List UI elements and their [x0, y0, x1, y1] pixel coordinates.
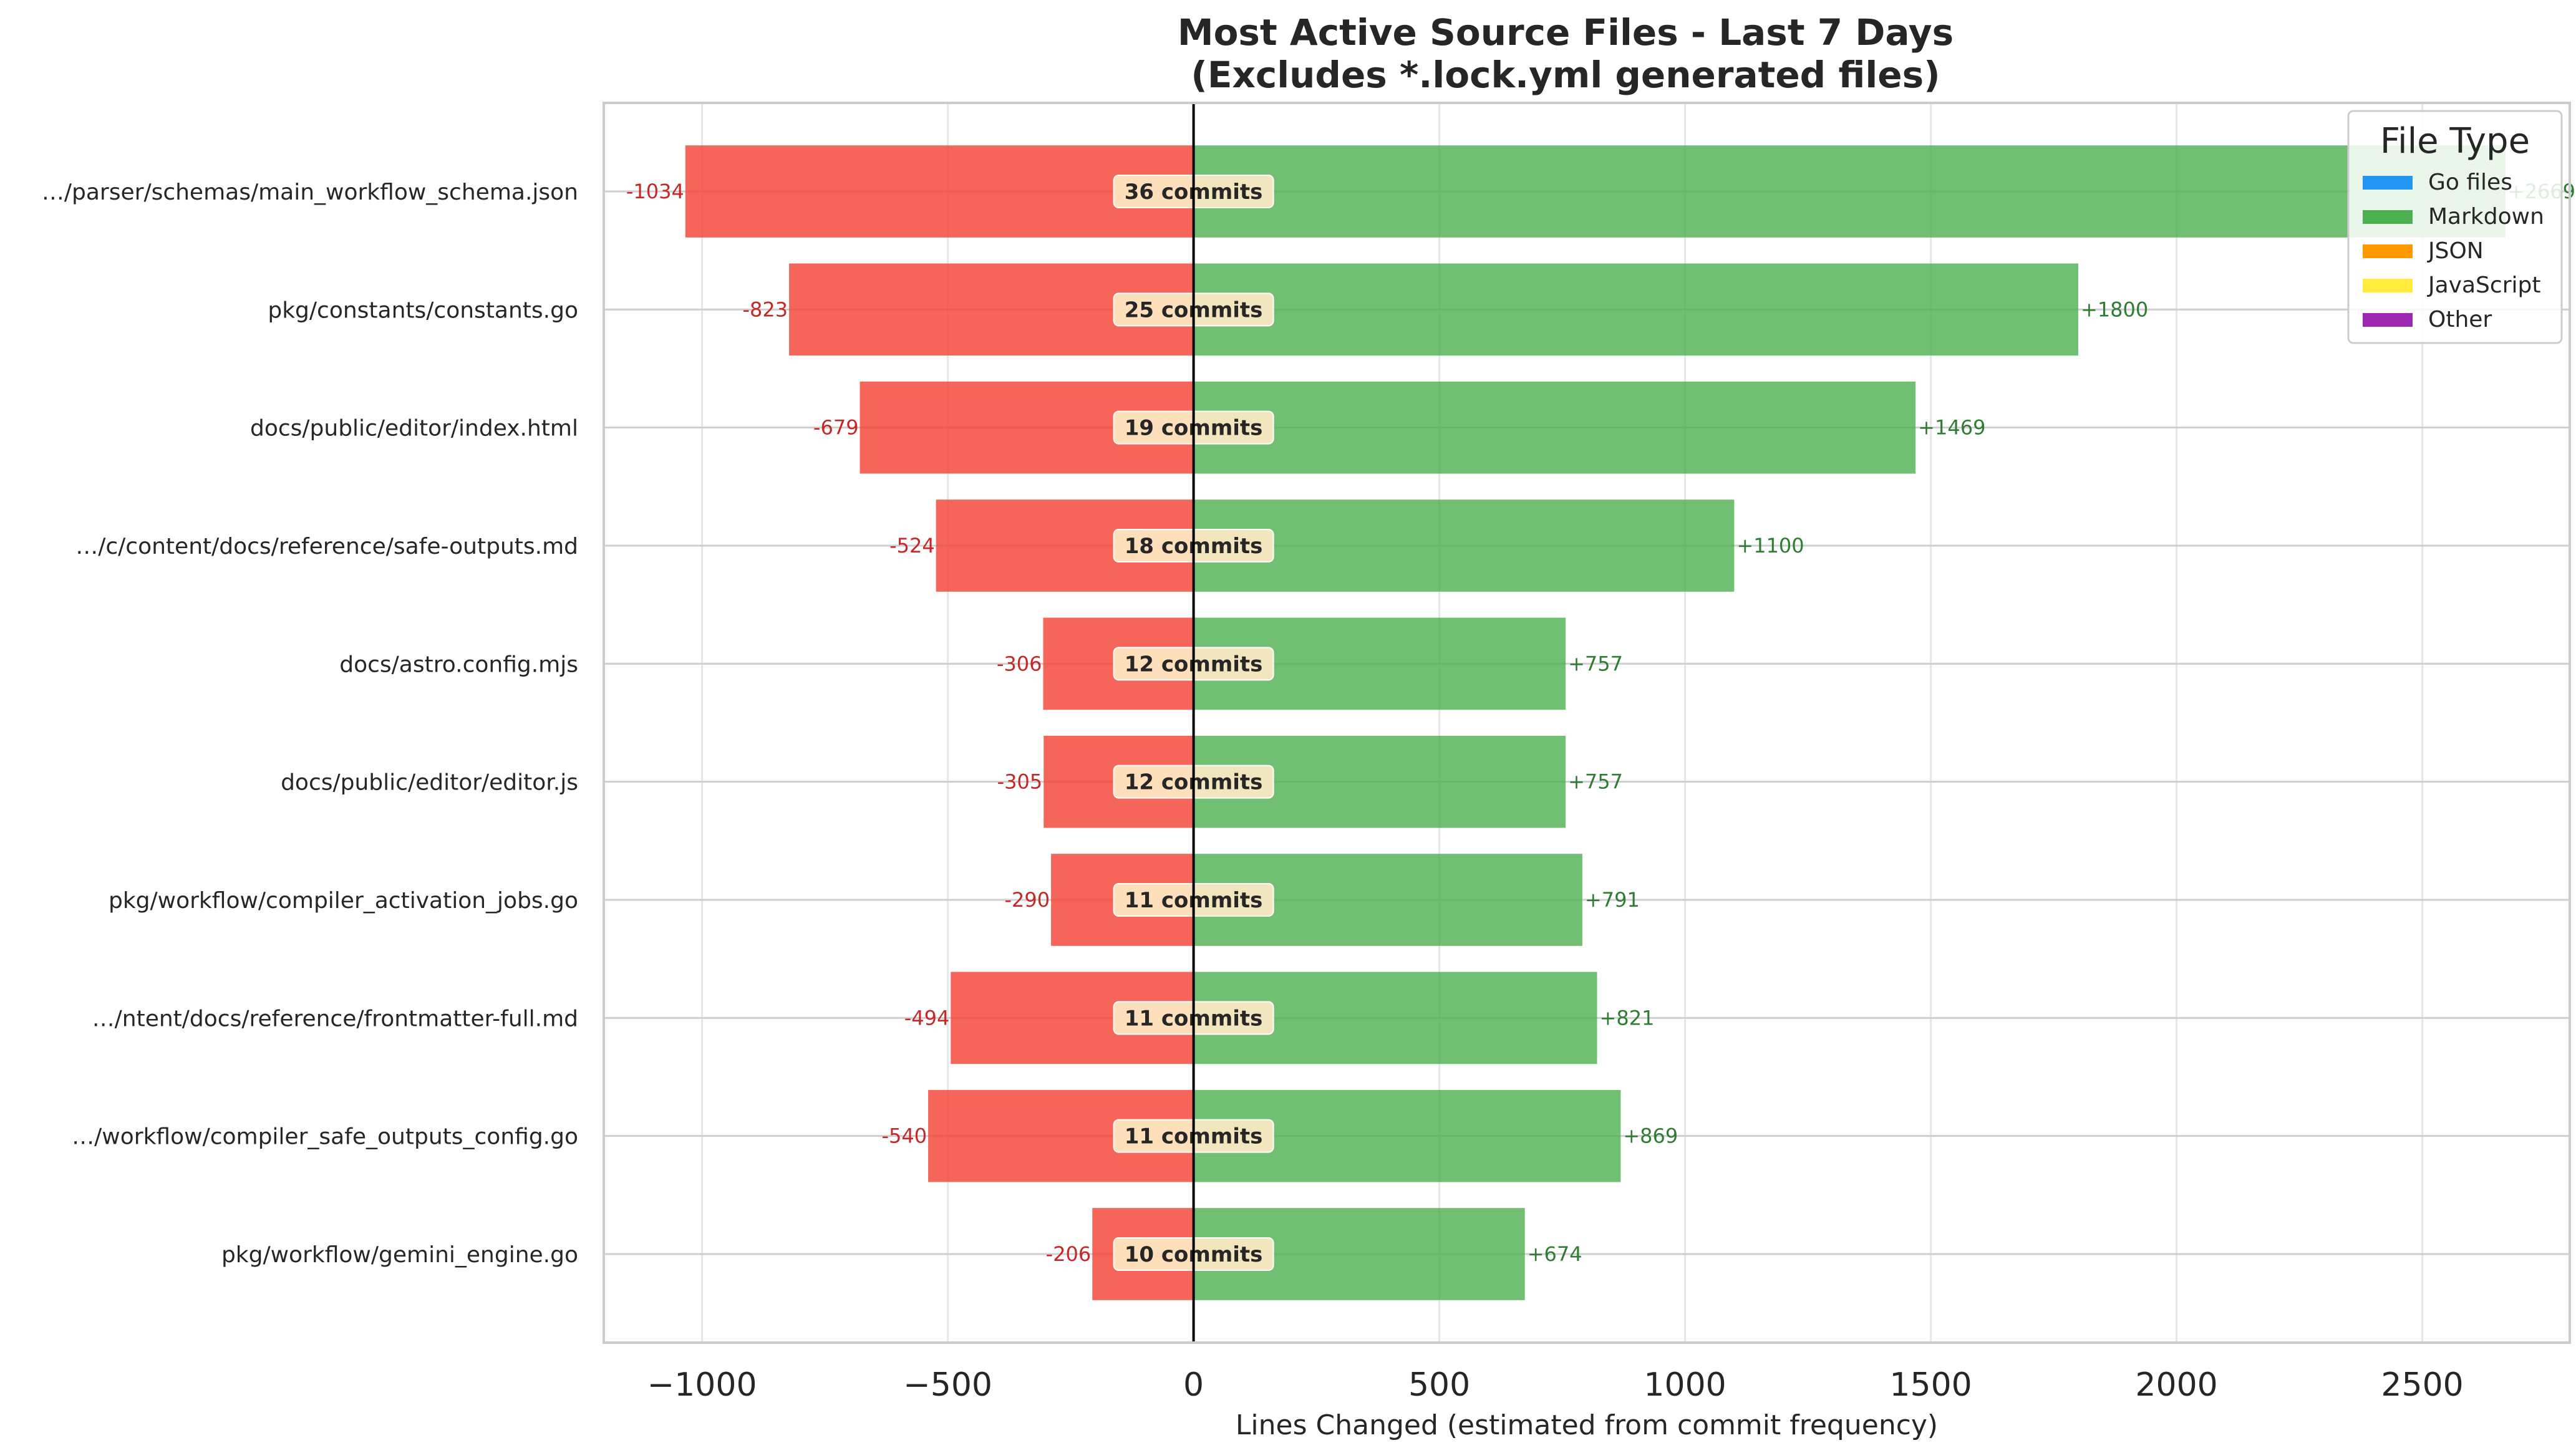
deletions-label: -540: [881, 1124, 927, 1148]
additions-bar: [1193, 500, 1735, 592]
additions-bar: [1193, 381, 1916, 474]
additions-bar: [1193, 145, 2506, 238]
file-row: …/ntent/docs/reference/frontmatter-full.…: [92, 972, 1655, 1064]
legend-swatch: [2363, 176, 2413, 190]
deletions-label: -1034: [626, 180, 684, 203]
x-axis-ticks: −1000 −500 0 500 1000 1500 2000 2500: [647, 1366, 2464, 1404]
legend-swatch: [2363, 210, 2413, 224]
x-tick-label: 2000: [2135, 1366, 2217, 1404]
deletions-label: -305: [997, 770, 1043, 794]
file-row: …/workflow/compiler_safe_outputs_config.…: [72, 1089, 1678, 1182]
file-name-label: pkg/constants/constants.go: [268, 297, 578, 323]
additions-label: +757: [1568, 652, 1623, 675]
file-name-label: pkg/workflow/compiler_activation_jobs.go: [109, 888, 578, 914]
deletions-label: -206: [1046, 1242, 1092, 1266]
x-tick-label: 1500: [1889, 1366, 1972, 1404]
legend-swatch: [2363, 244, 2413, 258]
file-name-label: …/c/content/docs/reference/safe-outputs.…: [75, 534, 578, 559]
additions-label: +674: [1528, 1242, 1582, 1266]
legend-swatch: [2363, 279, 2413, 292]
additions-bar: [1193, 263, 2078, 356]
additions-label: +821: [1600, 1006, 1655, 1030]
file-row: pkg/workflow/gemini_engine.go -206 +67410 …: [221, 1208, 1582, 1300]
legend-items: Go files Markdown JSON JavaScript Other: [2363, 170, 2544, 332]
file-row: pkg/workflow/compiler_activation_jobs.go…: [109, 854, 1640, 946]
additions-label: +869: [1623, 1124, 1678, 1148]
legend-label: Go files: [2428, 170, 2512, 195]
x-tick-label: 2500: [2381, 1366, 2463, 1404]
additions-label: +791: [1585, 888, 1640, 912]
deletions-label: -494: [904, 1006, 950, 1030]
file-row: …/parser/schemas/main_workflow_schema.js…: [42, 145, 2575, 238]
legend-swatch: [2363, 313, 2413, 327]
deletions-label: -679: [813, 416, 859, 440]
legend-label: Other: [2428, 307, 2492, 332]
chart-title-line2: (Excludes *.lock.yml generated files): [1191, 54, 1940, 96]
file-name-label: …/workflow/compiler_safe_outputs_config.…: [72, 1124, 578, 1150]
legend-title: File Type: [2380, 121, 2530, 162]
x-axis-label: Lines Changed (estimated from commit fre…: [1236, 1409, 1938, 1441]
deletions-label: -524: [889, 534, 935, 558]
x-tick-label: 500: [1408, 1366, 1470, 1404]
legend-label: Markdown: [2428, 204, 2544, 229]
x-tick-label: −1000: [647, 1366, 757, 1404]
file-name-label: …/ntent/docs/reference/frontmatter-full.…: [92, 1006, 578, 1031]
chart-title-line1: Most Active Source Files - Last 7 Days: [1178, 11, 1954, 54]
file-row: docs/public/editor/index.html -679 +146919…: [250, 381, 1985, 474]
file-name-label: docs/astro.config.mjs: [339, 652, 578, 677]
deletions-bar: [685, 145, 1194, 238]
data-rows: …/parser/schemas/main_workflow_schema.js…: [42, 145, 2575, 1300]
x-tick-label: 1000: [1644, 1366, 1726, 1404]
file-name-label: docs/public/editor/index.html: [250, 416, 578, 442]
file-name-label: pkg/workflow/gemini_engine.go: [221, 1242, 578, 1268]
plot-frame: [603, 102, 2571, 1344]
x-tick-label: 0: [1183, 1366, 1204, 1404]
legend-label: JSON: [2427, 238, 2484, 264]
legend: File Type Go files Markdown JSON JavaScript…: [2347, 110, 2563, 344]
file-name-label: …/parser/schemas/main_workflow_schema.js…: [42, 180, 578, 205]
file-name-label: docs/public/editor/editor.js: [281, 770, 578, 796]
additions-label: +1469: [1918, 416, 1985, 440]
additions-label: +757: [1568, 770, 1623, 794]
deletions-label: -306: [997, 652, 1042, 675]
legend-label: JavaScript: [2427, 273, 2540, 298]
additions-label: +1100: [1736, 534, 1804, 558]
additions-label: +1800: [2081, 297, 2148, 321]
x-tick-label: −500: [903, 1366, 992, 1404]
deletions-label: -290: [1004, 888, 1050, 912]
deletions-label: -823: [742, 297, 788, 321]
